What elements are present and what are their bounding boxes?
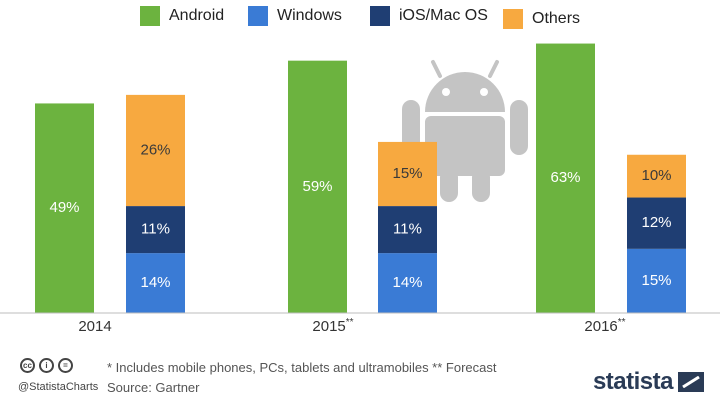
x-tick-label: 2014: [78, 318, 111, 335]
social-handle[interactable]: @StatistaCharts: [18, 381, 99, 393]
bar-windows: [627, 248, 686, 313]
brand-name: statista: [592, 368, 674, 395]
bar-ios-mac-os: [627, 197, 686, 249]
footer: cc i = @StatistaCharts * Includes mobile…: [0, 348, 720, 405]
data-label-android: 49%: [49, 199, 79, 216]
data-label-android: 63%: [550, 169, 580, 186]
license-icons: cc i =: [20, 358, 73, 373]
legend-item-android: Android: [140, 4, 224, 28]
data-label-android: 59%: [302, 178, 332, 195]
cc-icon: cc: [20, 358, 35, 373]
data-label-windows: 15%: [641, 272, 671, 289]
legend-label: iOS/Mac OS: [399, 7, 488, 24]
bar-windows: [378, 253, 437, 313]
bar-others: [378, 141, 437, 207]
legend-item-others: Others: [503, 7, 580, 31]
bar-others: [126, 94, 185, 207]
logo-mark-icon: [678, 372, 704, 392]
bar-android: [35, 103, 94, 313]
data-label-ios-mac-os: 11%: [141, 221, 170, 238]
android-robot-icon: [402, 60, 528, 202]
legend-item-ios: iOS/Mac OS: [370, 4, 488, 28]
source-note: Source: Gartner: [107, 380, 200, 395]
data-label-windows: 14%: [392, 274, 422, 291]
legend-label: Windows: [277, 7, 342, 24]
x-tick-label: 2016**: [584, 317, 625, 335]
nd-icon: =: [58, 358, 73, 373]
data-label-others: 15%: [392, 165, 422, 182]
legend-label: Android: [169, 7, 225, 24]
legend-swatch: [370, 6, 390, 26]
legend-item-windows: Windows: [248, 4, 342, 28]
bar-ios-mac-os: [126, 206, 185, 254]
data-label-others: 26%: [140, 141, 170, 158]
bar-android: [288, 60, 347, 314]
legend-label: Others: [532, 10, 581, 27]
footnote: * Includes mobile phones, PCs, tablets a…: [107, 360, 497, 375]
legend-swatch: [503, 9, 523, 29]
bar-others: [627, 154, 686, 198]
bar-android: [536, 43, 595, 314]
by-icon: i: [39, 358, 54, 373]
bar-ios-mac-os: [378, 206, 437, 254]
data-label-ios-mac-os: 12%: [641, 214, 671, 231]
legend-swatch: [140, 6, 160, 26]
x-tick-label: 2015**: [312, 317, 353, 335]
data-label-windows: 14%: [140, 274, 170, 291]
legend-swatch: [248, 6, 268, 26]
statista-logo[interactable]: statista: [593, 368, 704, 396]
bar-windows: [126, 253, 185, 313]
data-label-ios-mac-os: 11%: [393, 221, 422, 238]
data-label-others: 10%: [641, 167, 671, 184]
